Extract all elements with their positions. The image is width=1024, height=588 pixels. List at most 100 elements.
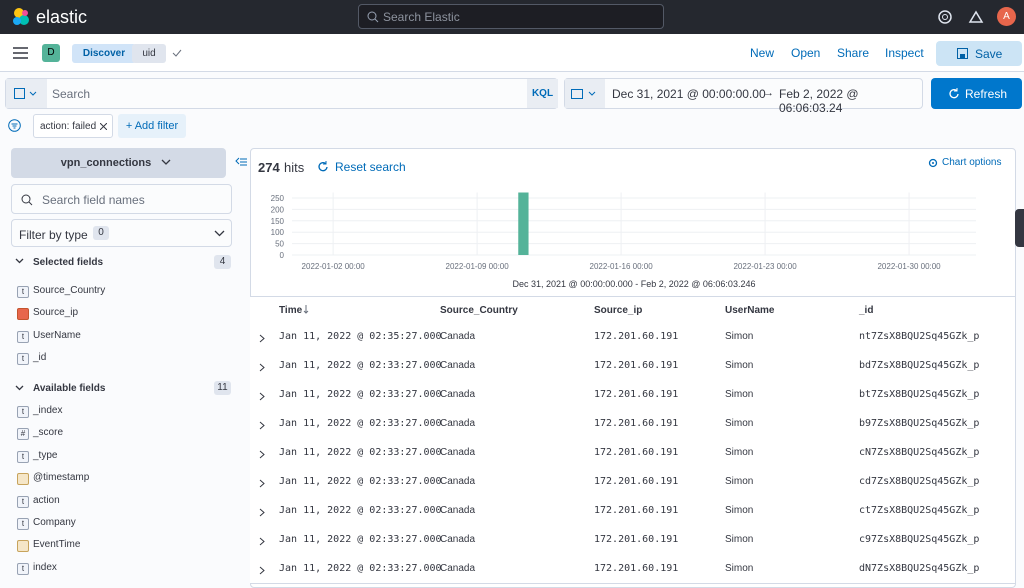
field-type: t [17, 330, 29, 343]
column-header[interactable]: _id [859, 305, 874, 316]
table-cell: Canada [440, 563, 476, 574]
field-name[interactable]: _score [33, 427, 64, 439]
new-link[interactable]: New [750, 46, 775, 60]
inspect-link[interactable]: Inspect [885, 46, 924, 60]
table-row: Jan 11, 2022 @ 02:33:27.000 Canada 172.201… [250, 467, 1015, 497]
saved-query-button[interactable] [6, 79, 47, 108]
table-cell: Simon [725, 447, 754, 458]
field-name[interactable]: _index [33, 405, 63, 416]
add-filter[interactable]: + Add filter [118, 114, 186, 138]
bar[interactable] [518, 192, 529, 256]
query-input[interactable]: Search [52, 87, 91, 101]
search-placeholder: Search Elastic [383, 10, 460, 24]
expand-toggle[interactable] [259, 332, 265, 346]
reset-icon [318, 161, 328, 172]
chevron [214, 230, 225, 237]
table-cell: Canada [440, 389, 476, 400]
save-button[interactable]: Save [936, 41, 1022, 66]
chevron [161, 159, 171, 165]
filter-menu[interactable] [8, 119, 21, 132]
calendar-icon [571, 89, 596, 99]
news-icon[interactable] [968, 9, 984, 25]
expand-toggle[interactable] [259, 506, 265, 520]
field-search[interactable]: Search field names [11, 184, 232, 214]
expand-toggle[interactable] [259, 361, 265, 375]
filter-by-type[interactable]: Filter by type 0 [11, 219, 232, 247]
expand-toggle[interactable] [259, 448, 265, 462]
refresh-button[interactable]: Refresh [931, 78, 1022, 109]
table-cell: Jan 11, 2022 @ 02:33:27.000 [279, 534, 442, 545]
space-badge[interactable]: D [42, 44, 60, 62]
expand-toggle[interactable] [259, 390, 265, 404]
table-cell: Canada [440, 447, 476, 458]
menu-button[interactable] [13, 47, 28, 59]
y-tick-label: 50 [275, 240, 284, 249]
field-name[interactable]: _id [33, 352, 47, 364]
section-chevron [15, 258, 24, 264]
expand-toggle[interactable] [259, 477, 265, 491]
column-header[interactable]: Time [279, 305, 303, 316]
x-tick-label: 2022-01-23 00:00 [733, 262, 797, 271]
field-type: t [17, 353, 29, 366]
share-link[interactable]: Share [837, 46, 870, 60]
table-cell: Canada [440, 505, 476, 516]
save-label: Save [975, 47, 1003, 61]
table-row: Jan 11, 2022 @ 02:33:27.000 Canada 172.201… [250, 438, 1015, 468]
table-cell: Jan 11, 2022 @ 02:33:27.000 [279, 505, 442, 516]
table-cell: b97ZsX8BQU2Sq45GZk_p [859, 418, 980, 429]
field-name[interactable]: UserName [33, 329, 81, 341]
table-cell: bd7ZsX8BQU2Sq45GZk_p [859, 360, 980, 371]
field-name[interactable]: Source_ip [33, 307, 79, 319]
table-cell: 172.201.60.191 [594, 331, 679, 342]
check-icon [172, 49, 182, 57]
table-cell: Canada [440, 476, 476, 487]
field-type: t [17, 518, 29, 530]
start-date[interactable]: Dec 31, 2021 @ 00:00:00.00 [612, 87, 766, 101]
field-name[interactable]: Company [33, 517, 76, 528]
field-name[interactable]: _type [33, 449, 58, 461]
kql-button[interactable]: KQL [527, 79, 558, 108]
filter-pill[interactable]: action: failed [33, 114, 113, 138]
table-cell: Simon [725, 476, 754, 487]
collapse-sidebar[interactable] [235, 157, 247, 167]
field-name[interactable]: EventTime [33, 539, 81, 551]
expand-toggle[interactable] [259, 564, 265, 578]
column-header[interactable]: Source_Country [440, 305, 518, 316]
table-cell: Simon [725, 331, 754, 342]
open-link[interactable]: Open [791, 46, 821, 60]
reset-search[interactable]: Reset search [335, 160, 406, 174]
quick-select[interactable] [565, 79, 605, 108]
section-chevron [15, 385, 24, 391]
search-icon [21, 194, 33, 206]
index-pattern-select[interactable]: vpn_connections [11, 148, 226, 178]
column-header[interactable]: UserName [725, 305, 775, 316]
section-title: Available fields [33, 383, 106, 394]
table-cell: dN7ZsX8BQU2Sq45GZk_p [859, 563, 980, 574]
field-name[interactable]: action [33, 494, 60, 506]
field-name[interactable]: @timestamp [33, 472, 90, 484]
remove-filter[interactable] [100, 123, 107, 130]
y-tick-label: 250 [271, 194, 285, 203]
help-icon[interactable] [937, 9, 953, 25]
avatar[interactable]: A [997, 7, 1016, 26]
column-header[interactable]: Source_ip [594, 305, 643, 316]
table-row: Jan 11, 2022 @ 02:33:27.000 Canada 172.201… [250, 496, 1015, 526]
table-row: Jan 11, 2022 @ 02:33:27.000 Canada 172.201… [250, 554, 1015, 584]
table-row: Jan 11, 2022 @ 02:33:27.000 Canada 172.201… [250, 409, 1015, 439]
table-cell: Simon [725, 360, 754, 371]
breadcrumb[interactable]: Discover [72, 44, 136, 63]
field-name[interactable]: index [33, 561, 57, 573]
side-handle[interactable] [1015, 209, 1024, 247]
saved-query-icon [14, 88, 37, 99]
save-icon [957, 48, 968, 59]
global-search[interactable]: Search Elastic [358, 4, 664, 29]
expand-toggle[interactable] [259, 419, 265, 433]
chart-options[interactable]: Chart options [942, 157, 1002, 168]
search-icon [367, 11, 379, 23]
table-cell: Canada [440, 534, 476, 545]
x-axis-label: Dec 31, 2021 @ 00:00:00.000 - Feb 2, 202… [513, 279, 756, 289]
end-date[interactable]: Feb 2, 2022 @ 06:06:03.24 [779, 87, 859, 115]
field-search-placeholder: Search field names [42, 193, 145, 207]
expand-toggle[interactable] [259, 535, 265, 549]
field-name[interactable]: Source_Country [33, 285, 106, 296]
